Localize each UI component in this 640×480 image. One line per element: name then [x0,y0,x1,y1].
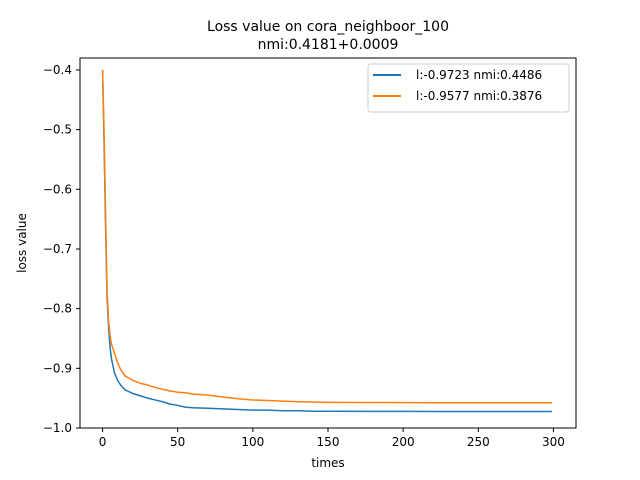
y-tick-label: −0.8 [43,302,72,316]
x-tick-label: 300 [542,435,565,449]
y-axis: −1.0 −0.9 −0.8 −0.7 −0.6 −0.5 −0.4 [43,63,80,435]
x-tick-label: 200 [392,435,415,449]
y-tick-label: −0.4 [43,63,72,77]
chart-subtitle: nmi:0.4181+0.0009 [258,37,399,53]
series-line-2 [101,69,552,404]
legend-label-series-1: l:-0.9723 nmi:0.4486 [416,68,542,82]
x-axis-label: times [311,456,344,470]
y-tick-label: −0.7 [43,242,72,256]
x-tick-label: 50 [170,435,185,449]
chart-title: Loss value on cora_neighboor_100 [207,19,449,35]
y-tick-label: −0.6 [43,182,72,196]
series-line-1 [101,69,552,413]
y-tick-label: −1.0 [43,421,72,435]
x-axis: 0 50 100 150 200 250 300 [99,428,565,449]
legend-label-series-2: l:-0.9577 nmi:0.3876 [416,89,542,103]
y-axis-label: loss value [15,213,29,273]
y-tick-label: −0.5 [43,123,72,137]
plot-area [101,69,552,413]
x-tick-label: 150 [317,435,340,449]
x-tick-label: 250 [467,435,490,449]
y-tick-label: −0.9 [43,361,72,375]
legend-box [367,63,570,113]
x-tick-label: 0 [99,435,107,449]
x-tick-label: 100 [241,435,264,449]
legend: l:-0.9723 nmi:0.4486 l:-0.9577 nmi:0.387… [367,63,570,113]
